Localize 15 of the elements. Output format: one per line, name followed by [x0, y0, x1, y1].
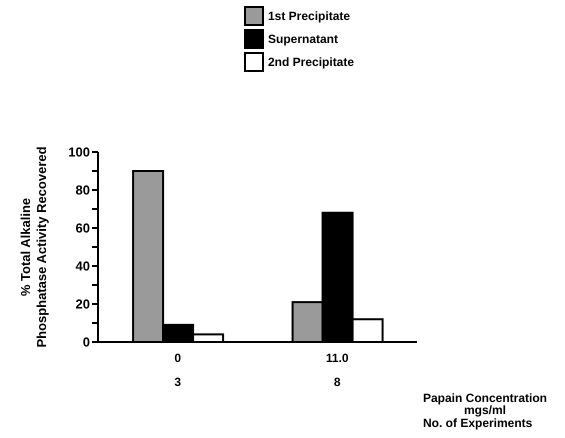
- y-tick-label: 40: [76, 258, 90, 274]
- x-tick-label: 11.0: [326, 351, 349, 365]
- y-tick-label: 0: [82, 334, 90, 350]
- legend-label: Supernatant: [268, 32, 338, 46]
- text: No. of Experiments: [423, 416, 532, 430]
- legend-label: 2nd Precipitate: [268, 55, 354, 69]
- y-tick-label: 60: [76, 220, 90, 236]
- y-axis-title: % Total Alkaline Phosphatase Activity Recovered: [18, 146, 49, 348]
- y-tick-label: 100: [68, 144, 90, 160]
- y-tick-label: 80: [76, 182, 90, 198]
- text: 3: [174, 375, 182, 389]
- y-tick-label: 20: [76, 296, 90, 312]
- x-axis-title: Papain Concentration mgs/ml: [423, 391, 548, 417]
- text: 8: [334, 375, 341, 389]
- legend-label: 1st Precipitate: [268, 9, 350, 23]
